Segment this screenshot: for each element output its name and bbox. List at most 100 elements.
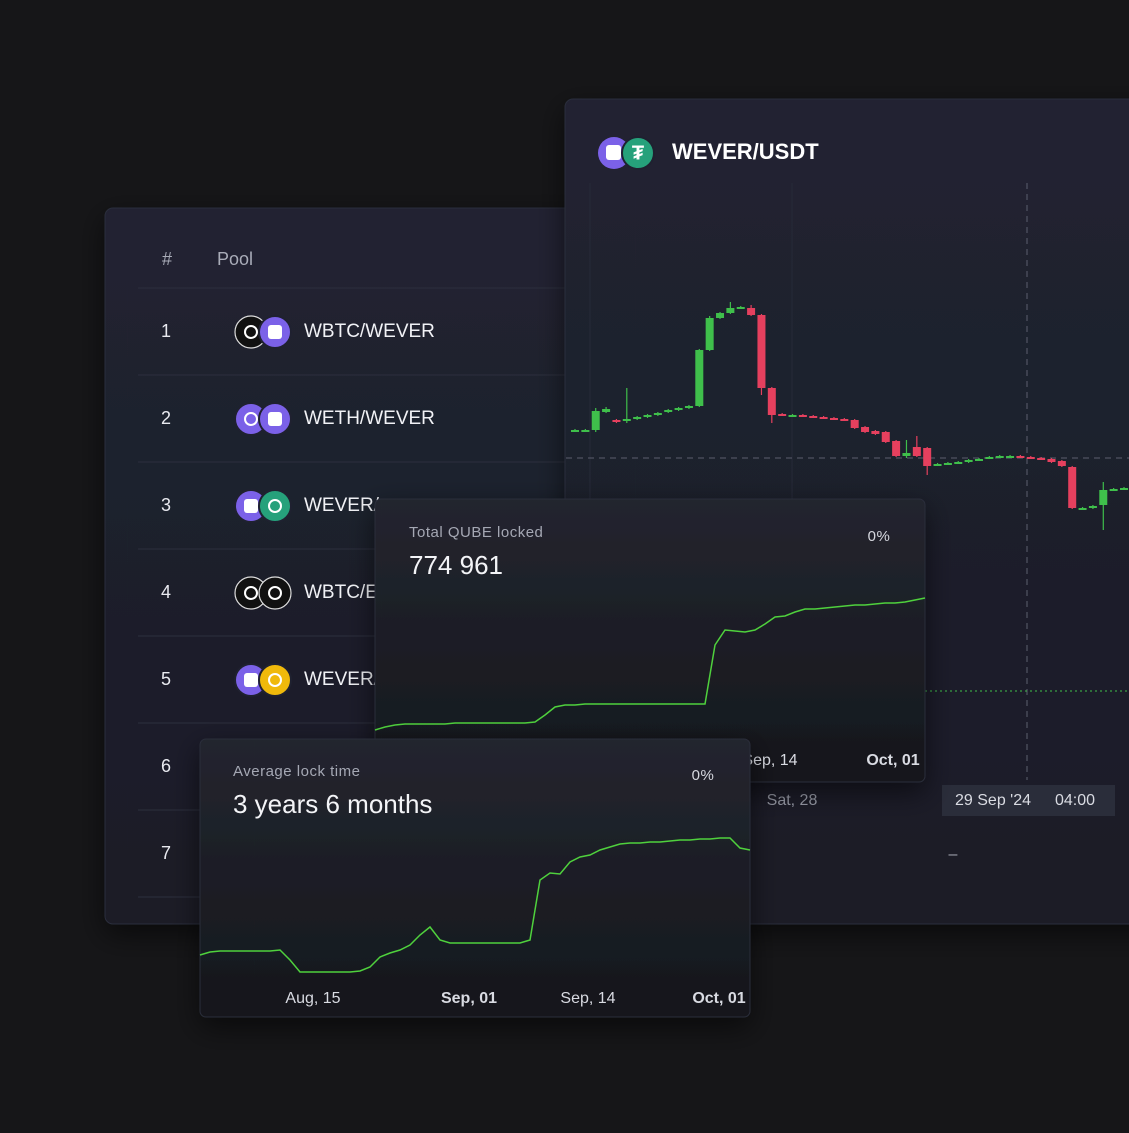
candle-body — [974, 459, 983, 461]
candle-body — [767, 388, 776, 415]
pool-name: WBTC/E — [304, 582, 378, 603]
candle-body — [985, 457, 994, 459]
token-icon — [258, 663, 292, 697]
candle-body — [1016, 456, 1025, 458]
candle-body — [1099, 490, 1108, 505]
card-title: Average lock time — [233, 763, 360, 780]
token-glyph — [244, 325, 258, 339]
candle-body — [871, 431, 880, 434]
candle-body — [653, 413, 662, 415]
token-glyph — [268, 412, 282, 426]
line-series — [199, 837, 751, 973]
pool-name: WEVER/ — [304, 495, 380, 516]
candle-body — [757, 315, 766, 388]
candle-body — [798, 415, 807, 417]
candle-body — [923, 448, 932, 466]
x-tick-label: Oct, 01 — [692, 990, 745, 1007]
row-number: 2 — [161, 408, 171, 428]
token-glyph — [268, 499, 282, 513]
candle-body — [684, 406, 693, 408]
pool-name: WBTC/WEVER — [304, 321, 435, 342]
x-label: Sat, 28 — [767, 792, 818, 809]
candle-body — [581, 430, 590, 432]
crosshair-time: 04:00 — [1055, 792, 1095, 809]
candles — [571, 302, 1128, 530]
candle-body — [736, 307, 745, 309]
row-number: 7 — [161, 843, 171, 863]
candle-body — [1068, 467, 1077, 508]
token-icon — [258, 489, 292, 523]
candle-body — [892, 441, 901, 456]
candle-body — [747, 308, 756, 315]
candle-body — [1120, 488, 1128, 490]
candle-body — [633, 417, 642, 419]
header-cell: Pool — [217, 249, 253, 269]
candle-body — [602, 409, 611, 412]
card-change: 0% — [868, 528, 891, 545]
candle-body — [912, 447, 921, 456]
x-tick-label: Sep, 14 — [742, 752, 797, 769]
candle-body — [881, 432, 890, 442]
candle-body — [1026, 457, 1035, 459]
card-change: 0% — [692, 767, 715, 784]
candle-body — [964, 460, 973, 462]
candle-body — [829, 418, 838, 420]
x-tick-label: Sep, 01 — [441, 990, 497, 1007]
rows: 1 WBTC/WEVER 2 WETH/WEVER 3 WEVER/4 WBTC/E 5 WEV… — [138, 287, 705, 898]
header-cell: # — [162, 249, 172, 269]
crosshair-date: 29 Sep '24 — [955, 792, 1031, 809]
x-tick-label: Oct, 01 — [866, 752, 919, 769]
candle-body — [861, 427, 870, 432]
candle-body — [840, 419, 849, 421]
candle-body — [726, 308, 735, 313]
candle-body — [695, 350, 704, 406]
token-glyph — [268, 586, 282, 600]
crosshair-box — [942, 785, 1115, 816]
candle-body — [1109, 489, 1118, 491]
candle-body — [809, 416, 818, 418]
candle-body — [643, 415, 652, 417]
candle-body — [1006, 456, 1015, 458]
x-tick-label: Sep, 14 — [560, 990, 615, 1007]
candle-body — [1088, 506, 1097, 508]
token-glyph — [268, 673, 282, 687]
candle-body — [954, 462, 963, 464]
card-value: 774 961 — [409, 550, 503, 580]
card-title: Total QUBE locked — [409, 524, 543, 541]
pair-title: WEVER/USDT — [672, 139, 819, 164]
token-glyph — [244, 586, 258, 600]
candle-body — [612, 420, 621, 422]
placeholder: – — [949, 846, 958, 863]
candle-body — [778, 414, 787, 416]
candle-body — [995, 456, 1004, 458]
pool-name: WEVER/ — [304, 669, 380, 690]
card-value: 3 years 6 months — [233, 789, 432, 819]
token-glyph — [244, 673, 258, 687]
candle-body — [1078, 508, 1087, 510]
candle-body — [933, 464, 942, 466]
token-glyph: ₮ — [632, 142, 644, 164]
candle-body — [943, 463, 952, 465]
row-number: 5 — [161, 669, 171, 689]
row-number: 1 — [161, 321, 171, 341]
candle-body — [716, 313, 725, 318]
candle-body — [902, 453, 911, 456]
x-tick-label: Aug, 15 — [285, 990, 340, 1007]
candle-body — [1057, 461, 1066, 466]
token-glyph — [268, 325, 282, 339]
line-series — [374, 597, 926, 731]
row-number: 4 — [161, 582, 171, 602]
candle-body — [591, 411, 600, 430]
candle-body — [705, 318, 714, 350]
candle-body — [788, 415, 797, 417]
candle-body — [819, 417, 828, 419]
candle-body — [664, 410, 673, 412]
lock-card: Average lock time 3 years 6 months 0% Au… — [199, 738, 751, 1018]
row-number: 3 — [161, 495, 171, 515]
token-icon — [621, 136, 655, 170]
candle-body — [1037, 458, 1046, 460]
pool-name: WETH/WEVER — [304, 408, 435, 429]
candle-body — [674, 408, 683, 410]
